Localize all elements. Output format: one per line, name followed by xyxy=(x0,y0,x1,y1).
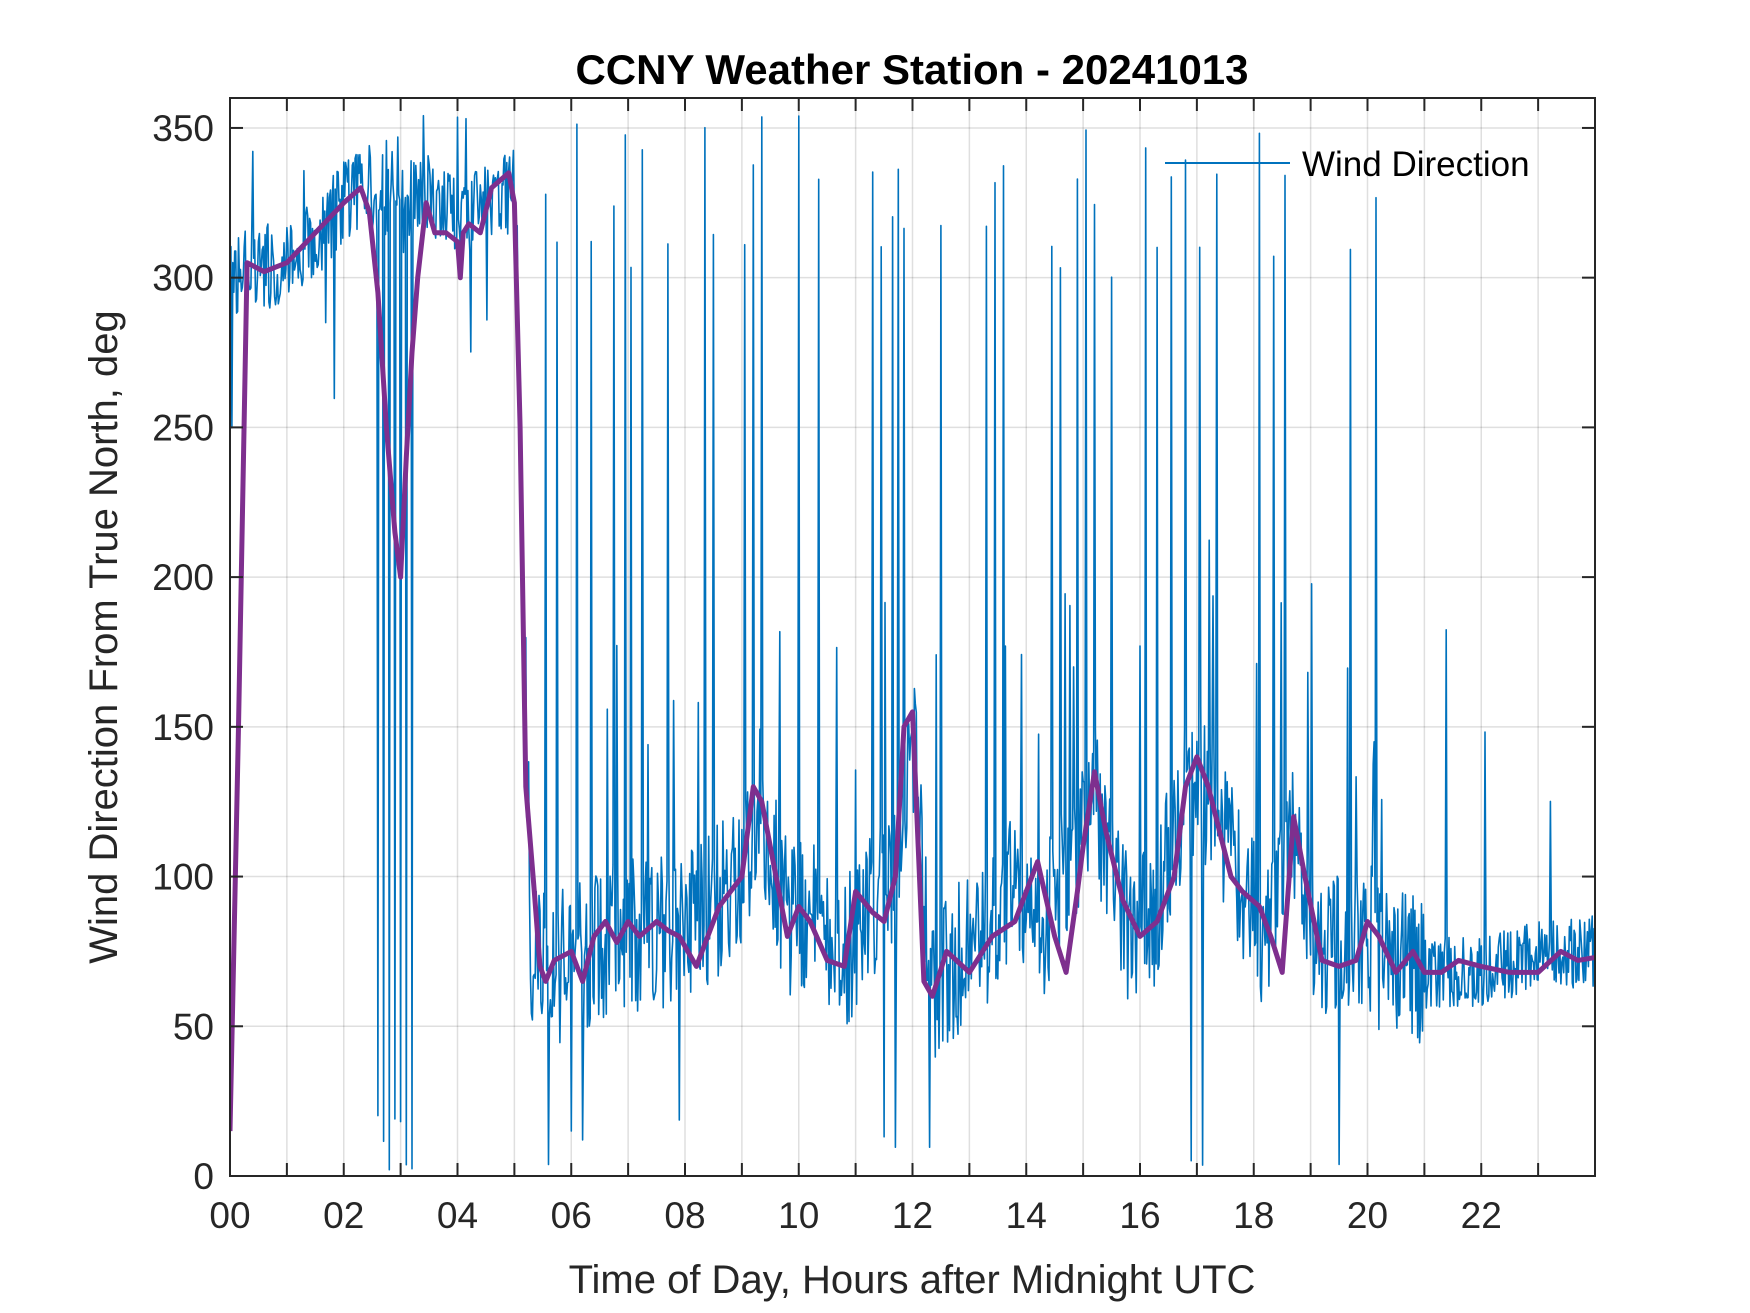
y-tick-label: 200 xyxy=(152,557,214,598)
y-tick-label: 250 xyxy=(152,407,214,448)
y-tick-label: 0 xyxy=(193,1156,214,1197)
x-tick-label: 10 xyxy=(778,1195,819,1236)
legend: Wind Direction xyxy=(1165,145,1530,184)
x-axis-label: Time of Day, Hours after Midnight UTC xyxy=(569,1258,1256,1302)
x-tick-label: 22 xyxy=(1461,1195,1502,1236)
y-tick-label: 300 xyxy=(152,258,214,299)
y-tick-label: 50 xyxy=(173,1006,214,1047)
x-tick-label: 20 xyxy=(1347,1195,1388,1236)
y-tick-label: 150 xyxy=(152,707,214,748)
x-tick-label: 04 xyxy=(437,1195,478,1236)
x-tick-label: 16 xyxy=(1119,1195,1160,1236)
y-tick-label: 100 xyxy=(152,857,214,898)
tick-labels: 00 02 04 06 08 10 12 14 16 18 20 22 0 50 100 150 200 250 3… xyxy=(152,108,1502,1236)
tick-marks xyxy=(229,98,1595,1177)
x-tick-label: 18 xyxy=(1233,1195,1274,1236)
series-group xyxy=(230,114,1595,1171)
y-tick-label: 350 xyxy=(152,108,214,149)
x-tick-label: 14 xyxy=(1006,1195,1047,1236)
moving-average-line xyxy=(230,170,1595,1132)
x-tick-label: 06 xyxy=(551,1195,592,1236)
plot-area xyxy=(230,98,1595,1176)
x-tick-label: 00 xyxy=(209,1195,250,1236)
y-axis-label: Wind Direction From True North, deg xyxy=(82,310,126,964)
x-tick-label: 12 xyxy=(892,1195,933,1236)
chart-title: CCNY Weather Station - 20241013 xyxy=(575,46,1248,93)
legend-label-wind-direction: Wind Direction xyxy=(1302,145,1530,184)
x-tick-label: 02 xyxy=(323,1195,364,1236)
x-tick-label: 08 xyxy=(664,1195,705,1236)
